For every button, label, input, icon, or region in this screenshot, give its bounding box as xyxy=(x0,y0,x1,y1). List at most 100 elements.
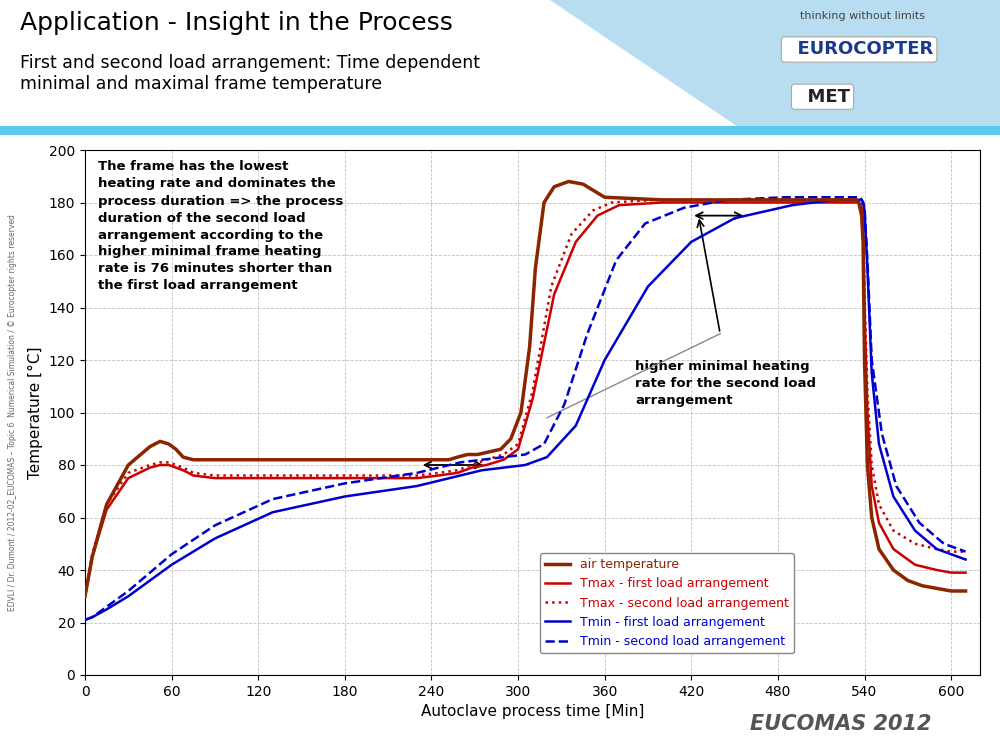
Tmin - second load arrangement xyxy=(339,479,351,488)
Tmax - second load arrangement xyxy=(844,196,856,205)
air temperature xyxy=(866,513,878,522)
Tmin - first load arrangement xyxy=(599,356,611,364)
Tmin - first load arrangement xyxy=(122,592,134,601)
Tmax - first load arrangement xyxy=(853,198,865,207)
Tmax - second load arrangement xyxy=(122,468,134,478)
Tmax - second load arrangement xyxy=(526,387,538,396)
Tmax - second load arrangement xyxy=(512,440,524,448)
Tmax - first load arrangement xyxy=(856,203,868,212)
Tmax - first load arrangement xyxy=(729,198,741,207)
Tmax - first load arrangement xyxy=(144,463,156,472)
Tmin - first load arrangement xyxy=(866,369,878,378)
Tmax - first load arrangement xyxy=(122,474,134,483)
Tmin - second load arrangement xyxy=(866,356,878,364)
air temperature xyxy=(433,455,445,464)
Tmax - second load arrangement xyxy=(451,466,463,475)
Tmin - first load arrangement xyxy=(454,471,466,480)
air temperature xyxy=(339,455,351,464)
Tmin - second load arrangement xyxy=(519,450,531,459)
air temperature xyxy=(887,566,899,574)
air temperature xyxy=(931,584,943,592)
air temperature xyxy=(960,586,972,596)
Tmax - first load arrangement xyxy=(498,455,510,464)
air temperature xyxy=(563,177,575,186)
Tmin - first load arrangement xyxy=(519,460,531,470)
Tmin - first load arrangement xyxy=(859,206,871,214)
Tmax - second load arrangement xyxy=(649,196,661,205)
air temperature xyxy=(577,180,589,189)
Tmax - first load arrangement xyxy=(433,471,445,480)
Line: Tmax - second load arrangement: Tmax - second load arrangement xyxy=(85,200,966,596)
Tmax - second load arrangement xyxy=(606,198,618,207)
Tmin - second load arrangement xyxy=(476,455,488,464)
Tmax - first load arrangement xyxy=(866,482,878,490)
Tmax - second load arrangement xyxy=(721,196,733,205)
Tmin - second load arrangement xyxy=(827,193,839,202)
Tmin - second load arrangement xyxy=(433,463,445,472)
air temperature xyxy=(844,196,856,205)
Legend: air temperature, Tmax - first load arrangement, Tmax - second load arrangement, : air temperature, Tmax - first load arran… xyxy=(540,553,794,653)
Tmax - second load arrangement xyxy=(466,460,478,470)
Polygon shape xyxy=(0,125,1000,135)
Tmax - first load arrangement xyxy=(267,474,279,483)
Tmin - second load arrangement xyxy=(86,613,98,622)
Tmin - first load arrangement xyxy=(830,196,842,205)
Tmax - first load arrangement xyxy=(854,201,866,210)
Tmin - first load arrangement xyxy=(498,463,510,472)
Tmin - first load arrangement xyxy=(685,237,697,246)
Text: First and second load arrangement: Time dependent
minimal and maximal frame temp: First and second load arrangement: Time … xyxy=(20,54,480,93)
air temperature xyxy=(86,552,98,561)
air temperature xyxy=(529,264,541,273)
air temperature xyxy=(443,455,455,464)
Tmin - first load arrangement xyxy=(209,534,221,543)
Tmax - first load arrangement xyxy=(170,463,182,472)
Tmin - second load arrangement xyxy=(498,452,510,461)
Tmax - first load arrangement xyxy=(887,544,899,554)
Tmax - first load arrangement xyxy=(339,474,351,483)
Tmin - second load arrangement xyxy=(861,256,873,265)
Tmin - second load arrangement xyxy=(101,602,113,611)
Tmin - second load arrangement xyxy=(639,219,651,228)
Tmax - second load arrangement xyxy=(267,471,279,480)
Tmax - second load arrangement xyxy=(873,500,885,508)
air temperature xyxy=(853,198,865,207)
Tmax - first load arrangement xyxy=(163,460,175,470)
air temperature xyxy=(861,460,873,470)
Tmax - first load arrangement xyxy=(154,460,166,470)
Tmax - first load arrangement xyxy=(101,506,113,515)
Line: air temperature: air temperature xyxy=(85,182,966,596)
Tmin - second load arrangement xyxy=(856,196,868,205)
Tmax - first load arrangement xyxy=(526,394,538,404)
air temperature xyxy=(548,182,560,191)
Tmin - second load arrangement xyxy=(850,193,862,202)
Tmin - second load arrangement xyxy=(454,458,466,466)
Tmin - second load arrangement xyxy=(209,520,221,530)
Text: EUROCOPTER: EUROCOPTER xyxy=(785,40,933,58)
air temperature xyxy=(873,544,885,554)
Tmax - first load arrangement xyxy=(79,592,91,601)
Tmax - second load arrangement xyxy=(960,548,972,556)
Tmin - second load arrangement xyxy=(853,193,865,202)
Text: thinking without limits: thinking without limits xyxy=(800,10,925,21)
air temperature xyxy=(411,455,423,464)
Tmin - first load arrangement xyxy=(960,555,972,564)
Tmax - first load arrangement xyxy=(656,198,668,207)
air temperature xyxy=(101,500,113,508)
air temperature xyxy=(163,440,175,448)
air temperature xyxy=(170,445,182,454)
Tmin - second load arrangement xyxy=(610,256,622,265)
Tmin - first load arrangement xyxy=(856,196,868,205)
air temperature xyxy=(916,581,928,590)
Tmax - first load arrangement xyxy=(411,474,423,483)
Tmax - first load arrangement xyxy=(801,198,813,207)
Tmax - second load arrangement xyxy=(857,214,869,223)
Tmax - second load arrangement xyxy=(339,471,351,480)
air temperature xyxy=(144,442,156,452)
Tmax - second load arrangement xyxy=(480,455,492,464)
Tmax - second load arrangement xyxy=(861,387,873,396)
Tmin - first load arrangement xyxy=(854,196,866,205)
Tmax - second load arrangement xyxy=(587,206,599,214)
air temperature xyxy=(79,592,91,601)
Tmax - second load arrangement xyxy=(794,196,806,205)
air temperature xyxy=(483,447,495,456)
